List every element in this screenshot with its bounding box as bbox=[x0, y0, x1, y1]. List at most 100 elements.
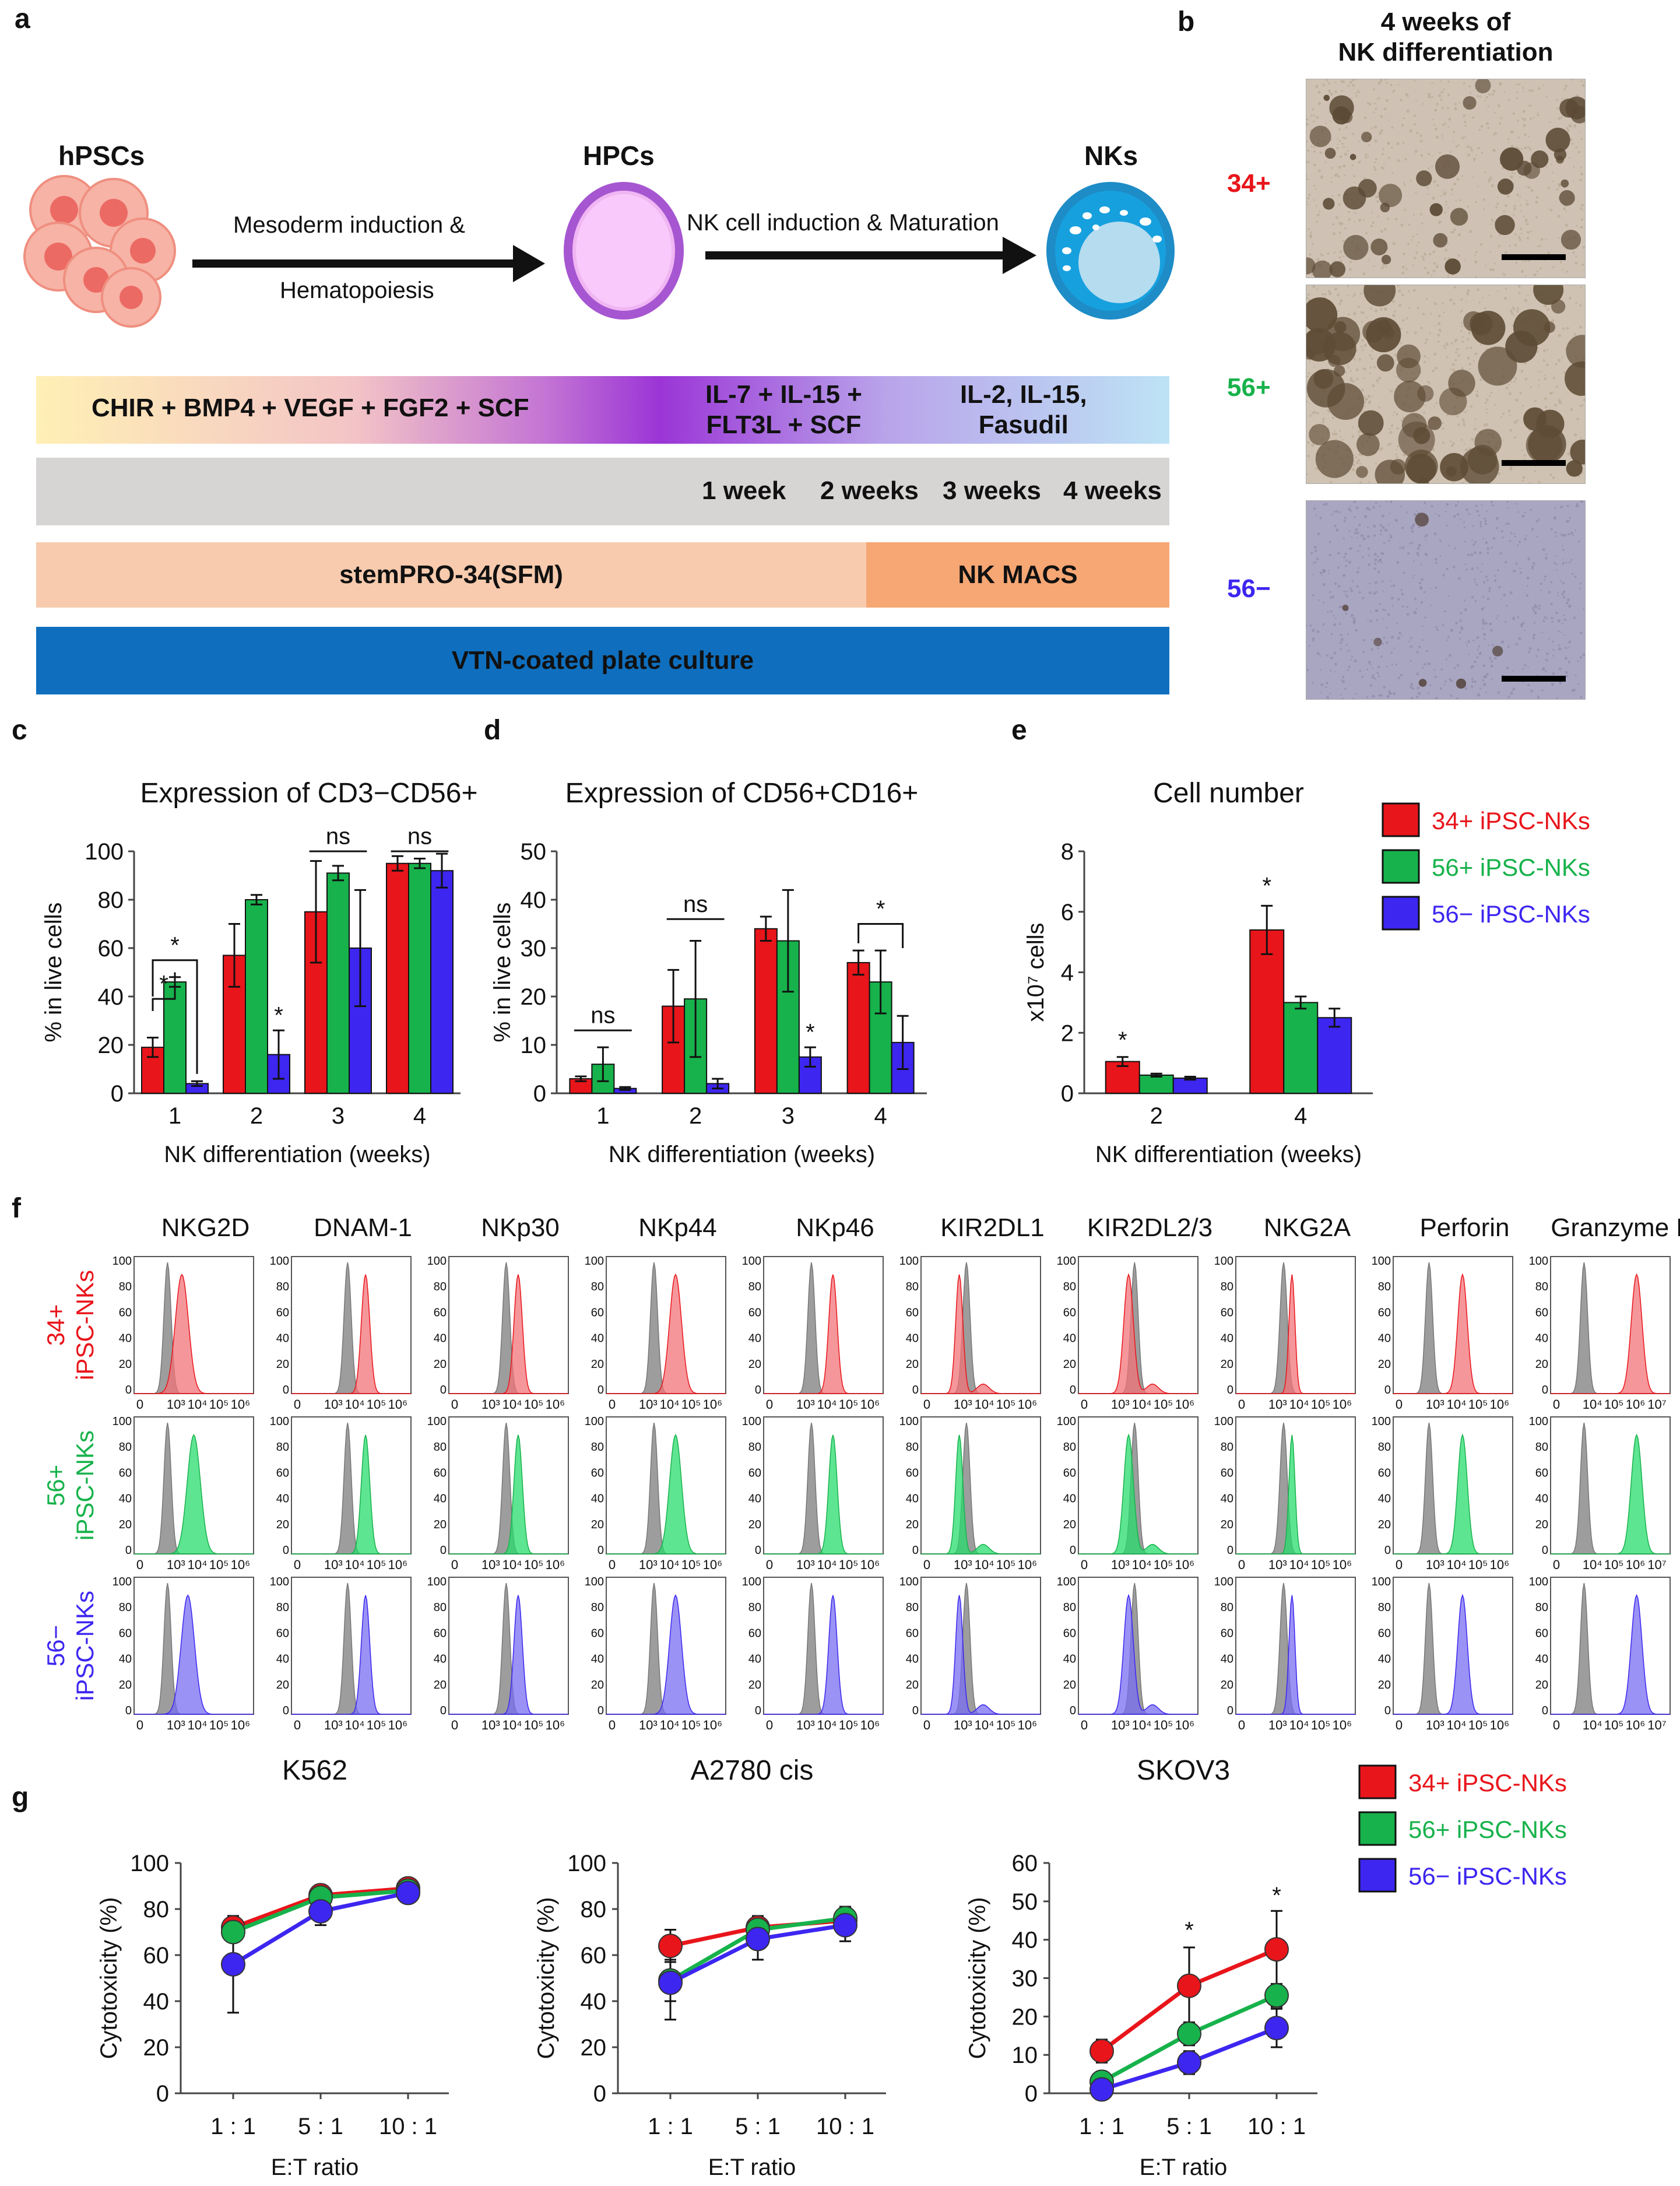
micrograph-grain bbox=[1538, 114, 1540, 117]
micrograph-grain bbox=[1445, 658, 1447, 661]
histogram-y-tick: 60 bbox=[434, 1306, 447, 1319]
micrograph-grain bbox=[1510, 309, 1513, 313]
micrograph-grain bbox=[1466, 292, 1470, 296]
micrograph-grain bbox=[1573, 124, 1577, 128]
micrograph-grain bbox=[1313, 146, 1316, 148]
micrograph-grain bbox=[1552, 648, 1555, 651]
micrograph-grain bbox=[1377, 571, 1380, 574]
micrograph-grain bbox=[1491, 93, 1495, 96]
histogram-y-tick: 60 bbox=[434, 1627, 447, 1640]
micrograph-colony bbox=[1313, 369, 1334, 389]
micrograph-grain bbox=[1456, 177, 1460, 181]
y-tick-label: 0 bbox=[593, 2081, 606, 2107]
micrograph-grain bbox=[1468, 363, 1472, 366]
micrograph-grain bbox=[1368, 554, 1370, 556]
histogram-y-tick: 40 bbox=[1221, 1332, 1233, 1345]
micrograph-grain bbox=[1355, 693, 1358, 695]
histogram-x-tick: 10⁶ bbox=[231, 1397, 251, 1412]
micrograph-grain bbox=[1419, 213, 1423, 216]
micrograph-grain bbox=[1460, 322, 1463, 324]
sig-marker: * bbox=[170, 932, 180, 958]
panel-b-title-line2: NK differentiation bbox=[1338, 38, 1554, 66]
micrograph-grain bbox=[1345, 126, 1348, 129]
histogram-x-tick: 10⁶ bbox=[231, 1557, 251, 1572]
micrograph-grain bbox=[1333, 223, 1335, 226]
micrograph-grain bbox=[1376, 98, 1378, 100]
micrograph-grain bbox=[1326, 79, 1328, 82]
micrograph-grain bbox=[1495, 517, 1499, 520]
micrograph-grain bbox=[1425, 539, 1427, 542]
micrograph-grain bbox=[1421, 103, 1424, 105]
micrograph-colony bbox=[1544, 321, 1555, 333]
micrograph-grain bbox=[1474, 581, 1476, 583]
micrograph-grain bbox=[1415, 510, 1417, 513]
panel-b-title-line1: 4 weeks of bbox=[1380, 8, 1511, 36]
micrograph-grain bbox=[1555, 611, 1558, 615]
micrograph-colony bbox=[1358, 410, 1384, 436]
histogram-x-tick: 10⁶ bbox=[231, 1718, 251, 1732]
micrograph-grain bbox=[1489, 234, 1493, 238]
micrograph-grain bbox=[1453, 515, 1456, 518]
panel-b-title: 4 weeks of NK differentiation bbox=[1306, 7, 1586, 68]
micrograph-grain bbox=[1362, 537, 1366, 541]
micrograph-colony bbox=[1433, 233, 1448, 248]
legend-swatch bbox=[1382, 849, 1420, 884]
micrograph-grain bbox=[1314, 546, 1317, 549]
histogram-x-tick: 10⁴ bbox=[345, 1397, 365, 1412]
micrograph-grain bbox=[1474, 541, 1477, 543]
marker-histogram bbox=[921, 1595, 1041, 1715]
y-tick-label: 0 bbox=[156, 2081, 169, 2107]
micrograph-grain bbox=[1336, 138, 1338, 140]
micrograph-grain bbox=[1351, 426, 1354, 429]
micrograph-grain bbox=[1334, 81, 1337, 83]
micrograph-grain bbox=[1426, 271, 1430, 275]
micrograph-grain bbox=[1395, 453, 1397, 456]
micrograph-grain bbox=[1374, 168, 1377, 171]
micrograph-grain bbox=[1444, 510, 1447, 513]
micrograph-grain bbox=[1331, 513, 1333, 516]
micrograph-grain bbox=[1545, 238, 1547, 240]
micrograph-grain bbox=[1521, 271, 1524, 273]
micrograph-grain bbox=[1577, 660, 1579, 662]
micrograph-grain bbox=[1328, 89, 1331, 93]
micrograph-grain bbox=[1328, 92, 1331, 94]
data-point bbox=[396, 1880, 420, 1906]
histogram-y-tick: 0 bbox=[1227, 1544, 1233, 1557]
y-tick-label: 60 bbox=[98, 936, 124, 962]
micrograph-grain bbox=[1556, 563, 1558, 566]
micrograph-grain bbox=[1429, 684, 1432, 686]
micrograph-grain bbox=[1552, 654, 1554, 657]
histogram-x-tick: 10⁶ bbox=[703, 1718, 723, 1732]
micrograph-grain bbox=[1516, 97, 1519, 100]
micrograph-grain bbox=[1497, 104, 1500, 107]
micrograph-grain bbox=[1562, 268, 1563, 270]
micrograph-grain bbox=[1495, 617, 1498, 619]
histogram-y-tick: 80 bbox=[906, 1441, 919, 1454]
micrograph-grain bbox=[1454, 359, 1457, 362]
micrograph-grain bbox=[1414, 574, 1415, 576]
micrograph-grain bbox=[1507, 142, 1509, 144]
micrograph-grain bbox=[1330, 610, 1333, 613]
micrograph-grain bbox=[1477, 95, 1479, 97]
micrograph-grain bbox=[1450, 342, 1453, 345]
histogram-y-tick: 40 bbox=[906, 1332, 919, 1345]
hpc-cell-icon bbox=[564, 182, 684, 320]
micrograph-grain bbox=[1331, 195, 1334, 198]
micrograph-grain bbox=[1524, 259, 1527, 262]
histogram-x-tick: 10³ bbox=[324, 1557, 343, 1572]
micrograph-colony bbox=[1413, 427, 1431, 444]
chart-title: Cell number bbox=[1153, 778, 1304, 809]
micrograph-grain bbox=[1522, 622, 1525, 624]
micrograph-grain bbox=[1459, 638, 1461, 640]
micrograph-grain bbox=[1523, 90, 1524, 93]
micrograph-grain bbox=[1517, 616, 1520, 619]
histogram-x-tick: 10⁵ bbox=[524, 1557, 544, 1572]
micrograph-grain bbox=[1375, 581, 1378, 584]
micrograph-grain bbox=[1526, 223, 1529, 226]
micrograph-grain bbox=[1458, 102, 1460, 104]
histogram-x-tick: 10⁵ bbox=[681, 1557, 701, 1572]
micrograph-grain bbox=[1524, 664, 1527, 667]
